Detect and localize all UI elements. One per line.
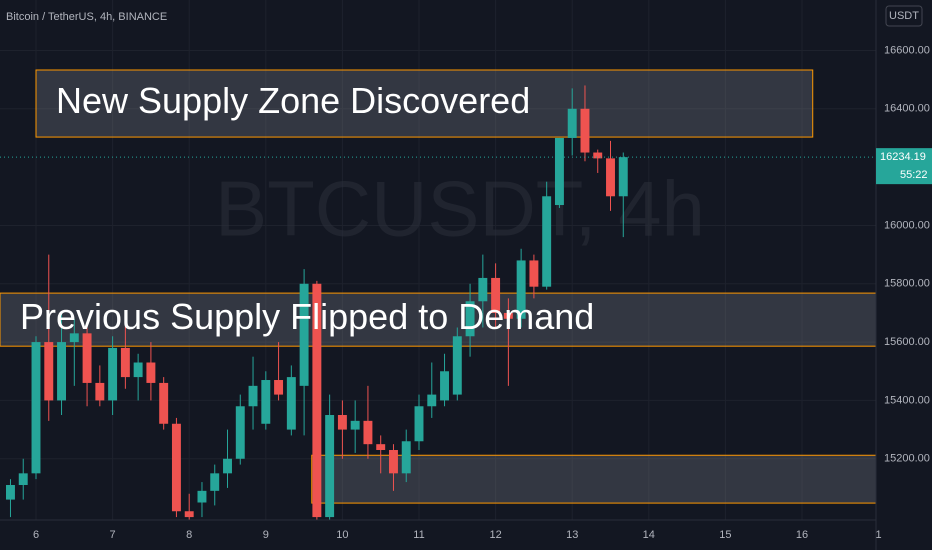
- candle-body: [133, 362, 143, 378]
- price-axis: [876, 0, 932, 550]
- watermark: BTCUSDT, 4h: [215, 165, 705, 253]
- candle-body: [618, 157, 628, 197]
- x-tick-label: 12: [489, 529, 501, 541]
- candle-body: [197, 490, 207, 503]
- currency-box: [885, 5, 923, 27]
- zone: [35, 69, 814, 138]
- y-tick-label: 16400.00: [884, 103, 930, 115]
- x-tick-label: 6: [33, 529, 39, 541]
- y-tick-label: 15800.00: [884, 278, 930, 290]
- x-tick-label: 15: [719, 529, 731, 541]
- candle-body: [274, 380, 284, 395]
- candle-body: [414, 406, 424, 442]
- zone-labels: New Supply Zone Discovered Previous Suppl…: [20, 80, 594, 337]
- candle-body: [427, 394, 437, 407]
- candle-body: [159, 382, 169, 424]
- axes: 15200.00 15400.00 15600.00 15800.00 16000.00…: [33, 44, 932, 541]
- candle-body: [299, 283, 309, 386]
- candle-body: [261, 380, 271, 424]
- y-tick-label: 16600.00: [884, 44, 930, 56]
- candle-body: [44, 342, 54, 401]
- y-tick-label: 15200.00: [884, 453, 930, 465]
- x-tick-label: 10: [336, 529, 348, 541]
- countdown: 55:22: [900, 169, 928, 181]
- candle-body: [376, 444, 386, 451]
- candle-body: [465, 301, 475, 337]
- x-tick-label: 13: [566, 529, 578, 541]
- candle-body: [223, 458, 232, 474]
- candle-body: [325, 415, 335, 518]
- candle-body: [606, 158, 615, 197]
- candle-body: [69, 333, 79, 343]
- y-tick-label: 16000.00: [884, 219, 930, 231]
- candle-body: [286, 377, 296, 430]
- x-tick-label: 14: [643, 529, 655, 541]
- candle-body: [184, 511, 194, 518]
- candle-body: [210, 473, 220, 491]
- candle-body: [554, 137, 564, 206]
- candle-body: [312, 283, 322, 518]
- candle-body: [146, 362, 156, 383]
- x-tick-label: 8: [186, 529, 192, 541]
- candle-body: [235, 406, 245, 459]
- x-tick-label: 7: [110, 529, 116, 541]
- candle-body: [6, 485, 15, 500]
- x-tick-label: 1: [876, 529, 882, 541]
- zone-label: Previous Supply Flipped to Demand: [20, 296, 594, 337]
- candle-body: [57, 342, 66, 401]
- candle-body: [248, 385, 258, 407]
- candle-body: [593, 152, 603, 159]
- x-tick-label: 16: [796, 529, 808, 541]
- last-price: 16234.19: [880, 151, 926, 163]
- y-tick-label: 15400.00: [884, 394, 930, 406]
- candle-body: [440, 371, 450, 401]
- candle-body: [452, 336, 462, 395]
- candle-body: [171, 423, 181, 512]
- candle-body: [503, 312, 513, 319]
- candle-body: [401, 441, 411, 474]
- candle-body: [516, 260, 526, 319]
- candle-body: [18, 473, 28, 486]
- candle-body: [567, 108, 577, 138]
- candle-body: [82, 333, 92, 383]
- candle-body: [31, 342, 41, 474]
- chart-title: Bitcoin / TetherUS, 4h, BINANCE: [6, 11, 167, 23]
- x-tick-label: 9: [263, 529, 269, 541]
- candle-body: [95, 382, 105, 401]
- currency: USDT: [889, 10, 919, 22]
- candle-body: [389, 450, 398, 474]
- time-axis: [0, 520, 876, 550]
- zone-label: New Supply Zone Discovered: [56, 80, 530, 121]
- candle-body: [363, 420, 373, 445]
- candle-body: [337, 415, 347, 430]
- last-price-tag: [876, 148, 932, 185]
- candle-body: [542, 196, 552, 287]
- candle-body: [580, 108, 590, 153]
- zone: [0, 292, 877, 347]
- candle-body: [108, 347, 118, 401]
- x-tick-label: 11: [413, 529, 424, 541]
- candle-body: [478, 277, 488, 302]
- candles: [0, 85, 876, 520]
- candle-body: [350, 420, 360, 430]
- candle-body: [529, 260, 539, 287]
- candle-body: [491, 277, 501, 313]
- candle-body: [120, 347, 130, 378]
- y-tick-label: 15600.00: [884, 336, 930, 348]
